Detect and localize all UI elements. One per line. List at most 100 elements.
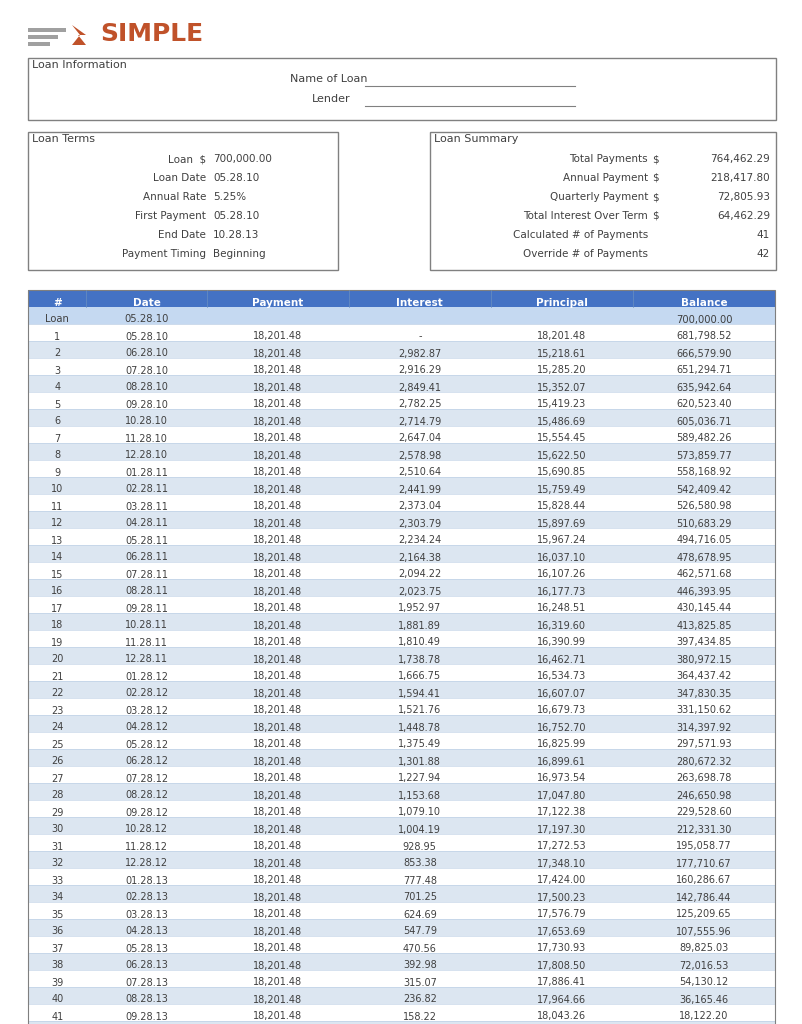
Text: 18,201.48: 18,201.48 <box>253 366 302 376</box>
Text: 16,462.71: 16,462.71 <box>537 654 585 665</box>
Text: 21: 21 <box>51 672 63 682</box>
Bar <box>28 817 774 834</box>
Text: 18,201.48: 18,201.48 <box>253 927 302 937</box>
Text: SIMPLE: SIMPLE <box>100 22 203 46</box>
Text: 14: 14 <box>51 553 63 562</box>
Bar <box>28 766 774 783</box>
Bar <box>28 885 774 902</box>
Text: 37: 37 <box>51 943 63 953</box>
Text: Beginning: Beginning <box>213 249 265 259</box>
Text: 142,786.44: 142,786.44 <box>675 893 731 902</box>
Text: Lender: Lender <box>312 94 350 104</box>
Text: 05.28.10: 05.28.10 <box>213 211 259 221</box>
Text: 380,972.15: 380,972.15 <box>675 654 731 665</box>
Text: Total Payments: Total Payments <box>569 154 647 164</box>
Text: 1,521.76: 1,521.76 <box>398 706 441 716</box>
Text: 18,201.48: 18,201.48 <box>253 484 302 495</box>
Text: 04.28.12: 04.28.12 <box>125 723 168 732</box>
Bar <box>28 477 774 494</box>
Text: 1: 1 <box>54 332 60 341</box>
Bar <box>28 630 774 647</box>
Text: 07.28.13: 07.28.13 <box>125 978 168 987</box>
Bar <box>28 528 774 545</box>
Bar <box>28 42 50 46</box>
Text: 18,201.48: 18,201.48 <box>253 773 302 783</box>
Text: 280,672.32: 280,672.32 <box>675 757 731 767</box>
Text: 01.28.11: 01.28.11 <box>125 468 168 477</box>
Text: 5: 5 <box>54 399 60 410</box>
Bar <box>28 324 774 341</box>
Text: 42: 42 <box>755 249 769 259</box>
Text: 526,580.98: 526,580.98 <box>675 502 731 512</box>
Bar <box>28 681 774 698</box>
Text: 558,168.92: 558,168.92 <box>675 468 731 477</box>
Text: 246,650.98: 246,650.98 <box>675 791 731 801</box>
Text: 12.28.10: 12.28.10 <box>125 451 168 461</box>
Text: 54,130.12: 54,130.12 <box>678 978 727 987</box>
Bar <box>28 953 774 970</box>
Text: 18,201.48: 18,201.48 <box>253 978 302 987</box>
Text: 18,201.48: 18,201.48 <box>253 1012 302 1022</box>
Text: 478,678.95: 478,678.95 <box>675 553 731 562</box>
Text: 2,714.79: 2,714.79 <box>398 417 441 427</box>
Text: 12.28.12: 12.28.12 <box>125 858 168 868</box>
Bar <box>28 987 774 1004</box>
Text: 263,698.78: 263,698.78 <box>675 773 731 783</box>
Text: 589,482.26: 589,482.26 <box>675 433 731 443</box>
Text: 17,576.79: 17,576.79 <box>537 909 586 920</box>
Text: 15,759.49: 15,759.49 <box>537 484 585 495</box>
Text: 1,810.49: 1,810.49 <box>398 638 440 647</box>
Text: 651,294.71: 651,294.71 <box>675 366 731 376</box>
Text: 06.28.11: 06.28.11 <box>125 553 168 562</box>
Text: 27: 27 <box>51 773 63 783</box>
Text: Annual Rate: Annual Rate <box>143 193 206 202</box>
Text: 15,897.69: 15,897.69 <box>537 518 585 528</box>
Text: $: $ <box>651 173 658 183</box>
Text: 15: 15 <box>51 569 63 580</box>
Text: 24: 24 <box>51 723 63 732</box>
Text: Date: Date <box>132 298 160 307</box>
Text: 18,043.26: 18,043.26 <box>537 1012 585 1022</box>
Text: 1,738.78: 1,738.78 <box>398 654 441 665</box>
Text: 1,594.41: 1,594.41 <box>398 688 441 698</box>
Text: 1,666.75: 1,666.75 <box>398 672 441 682</box>
Text: 1,301.88: 1,301.88 <box>398 757 440 767</box>
Text: 11.28.10: 11.28.10 <box>125 433 168 443</box>
Text: 16,177.73: 16,177.73 <box>537 587 585 597</box>
Text: 18,201.48: 18,201.48 <box>253 654 302 665</box>
Text: 18,201.48: 18,201.48 <box>253 569 302 580</box>
Text: 64,462.29: 64,462.29 <box>716 211 769 221</box>
Text: 18,201.48: 18,201.48 <box>253 553 302 562</box>
Text: 03.28.12: 03.28.12 <box>125 706 168 716</box>
Text: 18,201.48: 18,201.48 <box>537 332 585 341</box>
Bar <box>28 1021 774 1024</box>
Text: 05.28.10: 05.28.10 <box>124 314 168 325</box>
Text: 05.28.10: 05.28.10 <box>213 173 259 183</box>
Text: 33: 33 <box>51 876 63 886</box>
Text: 18,201.48: 18,201.48 <box>253 961 302 971</box>
Text: 16,534.73: 16,534.73 <box>537 672 585 682</box>
Text: 09.28.13: 09.28.13 <box>125 1012 168 1022</box>
Text: 2,441.99: 2,441.99 <box>398 484 441 495</box>
Bar <box>28 749 774 766</box>
Text: 13: 13 <box>51 536 63 546</box>
Text: 72,805.93: 72,805.93 <box>716 193 769 202</box>
Text: 15,554.45: 15,554.45 <box>537 433 586 443</box>
Bar <box>28 834 774 851</box>
Text: 36,165.46: 36,165.46 <box>678 994 727 1005</box>
Text: 218,417.80: 218,417.80 <box>710 173 769 183</box>
Text: 16,752.70: 16,752.70 <box>537 723 586 732</box>
Text: 542,409.42: 542,409.42 <box>675 484 731 495</box>
Text: 347,830.35: 347,830.35 <box>675 688 731 698</box>
Text: 06.28.10: 06.28.10 <box>125 348 168 358</box>
Bar <box>28 936 774 953</box>
Text: 02.28.12: 02.28.12 <box>125 688 168 698</box>
Text: 02.28.11: 02.28.11 <box>125 484 168 495</box>
Text: 10.28.12: 10.28.12 <box>125 824 168 835</box>
Text: 15,690.85: 15,690.85 <box>537 468 585 477</box>
Bar <box>28 290 774 307</box>
Text: 620,523.40: 620,523.40 <box>675 399 731 410</box>
Text: 160,286.67: 160,286.67 <box>675 876 731 886</box>
Text: $: $ <box>651 193 658 202</box>
Text: 17,886.41: 17,886.41 <box>537 978 585 987</box>
